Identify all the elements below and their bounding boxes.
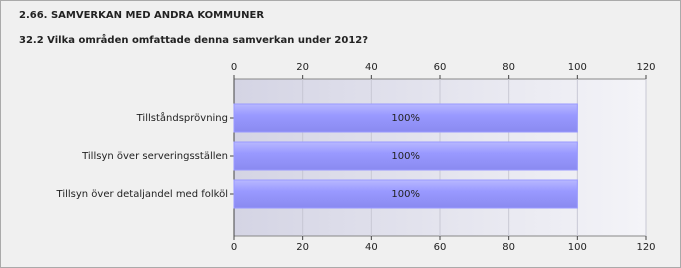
x-tick-label: 40 [365,242,378,253]
x-tick-label: 0 [231,62,237,73]
x-tick-label: 120 [636,62,655,73]
x-tick-label: 100 [568,242,587,253]
x-tick-label: 0 [231,242,237,253]
bar [233,103,578,133]
y-tick-label: Tillsyn över serveringsställen [81,151,228,162]
x-tick-label: 80 [502,242,515,253]
x-tick-label: 40 [365,62,378,73]
chart-title: 2.66. SAMVERKAN MED ANDRA KOMMUNER [19,10,264,21]
bar [233,141,578,171]
y-tick-label: Tillsyn över detaljandel med folköl [56,189,228,200]
value-label: 100% [391,151,420,162]
x-tick-label: 120 [636,242,655,253]
bar [233,179,578,209]
value-label: 100% [391,113,420,124]
x-tick-label: 20 [296,62,309,73]
chart-subtitle: 32.2 Vilka områden omfattade denna samve… [19,33,368,46]
x-tick-label: 80 [502,62,515,73]
x-tick-label: 100 [568,62,587,73]
x-tick-label: 60 [434,242,447,253]
y-tick-label: Tillståndsprövning [136,111,228,124]
x-tick-label: 20 [296,242,309,253]
value-label: 100% [391,189,420,200]
x-tick-label: 60 [434,62,447,73]
